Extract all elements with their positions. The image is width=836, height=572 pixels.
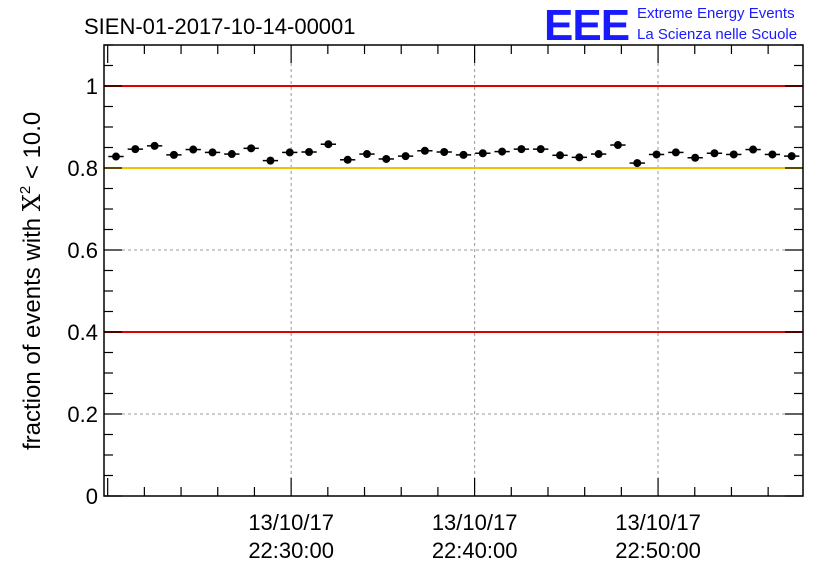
logo-line-1: Extreme Energy Events (637, 5, 795, 22)
x-tick-time: 22:30:00 (248, 538, 334, 563)
data-point (517, 145, 526, 154)
y-tick-label: 0.6 (67, 238, 98, 263)
data-points (108, 140, 800, 168)
data-point (613, 141, 622, 150)
data-point (633, 159, 642, 168)
data-point (652, 150, 661, 159)
data-point (768, 150, 777, 159)
data-point (710, 149, 719, 158)
data-point (536, 145, 545, 154)
data-point (305, 148, 314, 157)
data-point (420, 146, 429, 155)
chart-title: SIEN-01-2017-10-14-00001 (84, 14, 356, 39)
data-point (324, 140, 333, 149)
axes: 0 0.2 0.4 0.6 0.8 1 13/10/17 22:30:00 13/10/17 22… (67, 44, 804, 563)
data-point (227, 150, 236, 159)
data-point (382, 154, 391, 163)
data-point (266, 156, 275, 165)
reference-lines (104, 85, 803, 333)
y-tick-label: 0.2 (67, 402, 98, 427)
data-point (440, 148, 449, 157)
data-point (749, 145, 758, 154)
data-point (691, 153, 700, 162)
y-tick-label: 0 (86, 484, 98, 509)
data-point (556, 151, 565, 160)
data-point (478, 149, 487, 158)
y-tick-label: 0.8 (67, 156, 98, 181)
data-point (671, 148, 680, 157)
data-point (729, 150, 738, 159)
grid (104, 45, 803, 496)
data-point (112, 152, 120, 161)
data-point (131, 145, 140, 154)
eee-logo: EEE Extreme Energy Events La Scienza nel… (544, 1, 797, 50)
data-point (150, 141, 159, 150)
data-point (594, 150, 603, 159)
data-point (459, 150, 468, 159)
y-tick-label: 0.4 (67, 320, 98, 345)
data-point (498, 147, 507, 156)
x-tick-date: 13/10/17 (615, 510, 701, 535)
y-axis-label: fraction of events with X2 < 10.0 (17, 112, 46, 450)
logo-mark: EEE (544, 1, 629, 50)
data-point (787, 152, 796, 161)
x-tick-time: 22:50:00 (615, 538, 701, 563)
x-tick-time: 22:40:00 (432, 538, 518, 563)
plot-frame (103, 44, 804, 497)
y-tick-label: 1 (86, 74, 98, 99)
x-tick-date: 13/10/17 (248, 510, 334, 535)
data-point (362, 150, 371, 159)
logo-line-2: La Scienza nelle Scuole (637, 26, 797, 43)
data-point (169, 150, 178, 159)
data-point (285, 148, 294, 157)
data-point (343, 155, 352, 164)
x-tick-date: 13/10/17 (432, 510, 518, 535)
data-point (189, 145, 198, 154)
data-point (575, 153, 584, 162)
data-point (247, 144, 256, 153)
data-point (208, 148, 217, 157)
data-point (401, 152, 410, 161)
